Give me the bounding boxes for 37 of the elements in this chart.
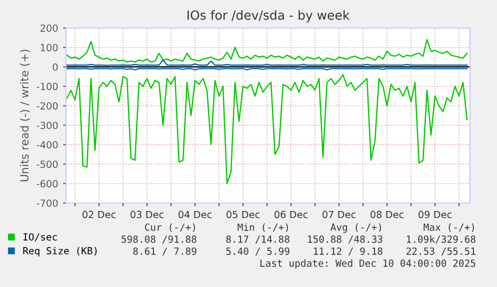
y-tick-label: -300 [36,122,58,130]
text: 22.53 /55.51 [406,247,476,256]
y-tick-label: -600 [36,180,58,188]
x-tick-label: 04 Dec [178,210,212,218]
x-tick-label: 09 Dec [418,210,452,218]
text: Min (-/+) [238,223,288,232]
text: 1.09k/329.68 [406,235,476,244]
y-tick-label: 200 [40,24,58,32]
text: Cur (-/+) [144,223,195,232]
x-tick-label: 08 Dec [370,210,404,218]
y-tick-label: -100 [36,82,58,90]
text: Last update: Wed Dec 10 04:00:00 2025 [260,259,476,269]
legend-label: IO/sec [24,233,57,242]
text: 8.61 / 7.89 [133,247,196,256]
y-tick-label: -200 [36,102,58,110]
y-axis-title: Units read (-) / write (+) [20,50,30,182]
text: 8.17 /14.88 [226,235,290,244]
x-tick-label: 06 Dec [274,210,308,218]
legend-label: Req Size (KB) [23,246,97,256]
line-series [66,39,468,63]
y-tick-label: -500 [36,160,58,168]
text: 5.40 / 5.99 [226,247,290,256]
text: 11.12 / 9.18 [314,247,382,256]
y-tick-label: 100 [40,44,58,52]
chart-title: IOs for /dev/sda - by week [188,10,350,22]
x-tick-label: 02 Dec [82,210,116,218]
y-tick-label: -400 [36,141,58,148]
x-tick-label: 05 Dec [226,210,260,218]
line-series [66,74,468,184]
text: Avg (-/+) [330,223,381,233]
x-tick-label: 03 Dec [130,210,164,218]
y-tick-label: 0 [52,63,58,71]
text: 598.08 /91.88 [122,235,196,244]
text: 150.88 /48.33 [308,235,382,244]
x-tick-label: 07 Dec [322,210,356,218]
y-tick-label: -700 [36,199,58,207]
text: Max (-/+) [424,223,474,232]
